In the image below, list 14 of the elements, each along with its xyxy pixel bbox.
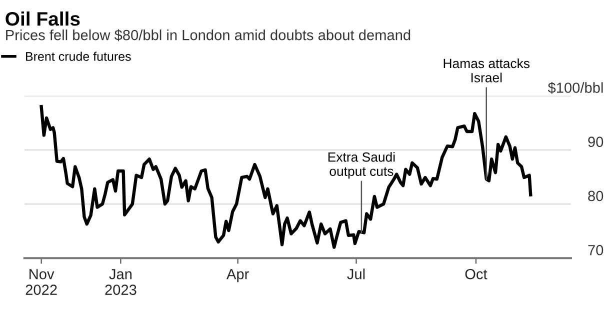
- y-tick-label: 90: [588, 136, 604, 148]
- x-tick-label: Jul: [347, 268, 365, 280]
- x-tick-label: Oct: [465, 268, 488, 280]
- x-tick-label: Apr: [226, 269, 249, 282]
- x-tick-label: Nov 2022: [26, 269, 57, 295]
- y-tick-label: 70: [588, 244, 604, 256]
- annotation: Hamas attacks Israel: [444, 58, 530, 82]
- chart-subtitle: Prices fell below $80/bbl in London amid doubts about demand: [6, 29, 410, 42]
- x-tick-label: Jan 2023: [105, 269, 136, 295]
- annotation: Extra Saudi output cuts: [328, 152, 395, 179]
- chart-title: Oil Falls: [6, 11, 80, 26]
- y-tick-label: $100/bbl: [548, 82, 603, 94]
- legend-label: Brent crude futures: [26, 52, 131, 61]
- y-tick-label: 80: [588, 190, 604, 202]
